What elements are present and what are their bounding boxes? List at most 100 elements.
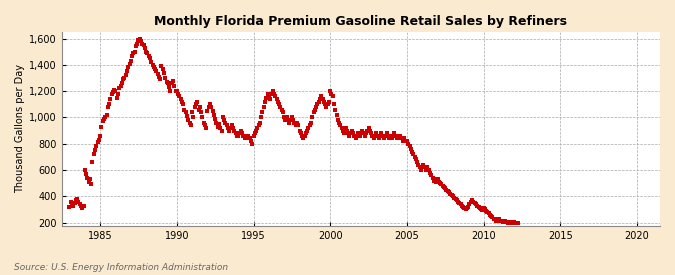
- Point: [279, 115, 290, 120]
- Point: [505, 220, 516, 225]
- Point: [117, 77, 128, 81]
- Point: [339, 131, 350, 135]
- Point: [97, 119, 108, 123]
- Point: [271, 97, 282, 101]
- Point: [513, 221, 524, 226]
- Point: [308, 110, 319, 114]
- Point: [432, 177, 443, 182]
- Point: [232, 134, 242, 138]
- Point: [109, 88, 119, 92]
- Point: [266, 92, 277, 96]
- Y-axis label: Thousand Gallons per Day: Thousand Gallons per Day: [15, 64, 25, 193]
- Point: [412, 160, 423, 164]
- Point: [446, 193, 457, 197]
- Point: [83, 180, 94, 184]
- Point: [478, 206, 489, 210]
- Point: [147, 63, 158, 67]
- Point: [320, 102, 331, 106]
- Point: [143, 53, 154, 58]
- Point: [352, 134, 362, 138]
- Point: [477, 208, 488, 212]
- Point: [283, 118, 294, 122]
- Point: [289, 120, 300, 125]
- Point: [153, 72, 163, 76]
- Point: [206, 105, 217, 109]
- Point: [429, 177, 440, 182]
- Point: [132, 42, 142, 46]
- Point: [359, 134, 370, 138]
- Point: [238, 134, 248, 138]
- Point: [203, 105, 214, 109]
- Point: [210, 117, 221, 121]
- Point: [156, 64, 167, 68]
- Point: [64, 205, 75, 209]
- Point: [367, 134, 378, 138]
- Point: [269, 92, 279, 96]
- Point: [346, 128, 357, 133]
- Point: [333, 118, 344, 122]
- Point: [274, 102, 285, 106]
- Point: [242, 136, 252, 141]
- Text: Source: U.S. Energy Information Administration: Source: U.S. Energy Information Administ…: [14, 263, 227, 272]
- Point: [197, 115, 208, 120]
- Point: [252, 126, 263, 130]
- Point: [416, 168, 427, 172]
- Point: [304, 123, 315, 128]
- Point: [187, 110, 198, 114]
- Point: [329, 102, 340, 106]
- Point: [417, 165, 428, 170]
- Point: [167, 78, 178, 83]
- Point: [198, 120, 209, 125]
- Point: [492, 219, 503, 224]
- Point: [80, 168, 90, 172]
- Point: [100, 115, 111, 120]
- Point: [296, 131, 306, 135]
- Point: [431, 180, 441, 184]
- Point: [225, 126, 236, 130]
- Point: [512, 221, 522, 225]
- Point: [74, 201, 85, 206]
- Point: [221, 123, 232, 128]
- Point: [138, 43, 149, 47]
- Point: [119, 76, 130, 80]
- Point: [103, 105, 113, 109]
- Point: [180, 110, 191, 114]
- Point: [267, 89, 278, 93]
- Point: [343, 131, 354, 135]
- Point: [306, 120, 317, 125]
- Point: [243, 134, 254, 138]
- Point: [284, 120, 295, 125]
- Point: [272, 100, 283, 104]
- Point: [300, 131, 311, 135]
- Point: [390, 134, 401, 138]
- Point: [342, 128, 352, 133]
- Point: [440, 186, 451, 191]
- Point: [91, 144, 102, 148]
- Point: [442, 189, 453, 193]
- Point: [422, 165, 433, 170]
- Point: [303, 126, 314, 130]
- Point: [224, 128, 235, 133]
- Point: [425, 170, 435, 175]
- Point: [260, 100, 271, 104]
- Point: [106, 92, 117, 96]
- Point: [275, 105, 286, 109]
- Point: [319, 100, 329, 104]
- Point: [213, 124, 223, 129]
- Point: [382, 134, 393, 138]
- Point: [439, 185, 450, 189]
- Point: [510, 220, 521, 225]
- Point: [171, 89, 182, 93]
- Point: [394, 136, 404, 141]
- Point: [144, 56, 155, 60]
- Point: [111, 95, 122, 100]
- Point: [134, 36, 145, 41]
- Point: [462, 206, 472, 210]
- Point: [192, 100, 202, 104]
- Point: [286, 115, 297, 120]
- Point: [406, 149, 417, 154]
- Point: [366, 131, 377, 135]
- Point: [502, 220, 512, 224]
- Point: [393, 134, 404, 138]
- Point: [80, 172, 91, 176]
